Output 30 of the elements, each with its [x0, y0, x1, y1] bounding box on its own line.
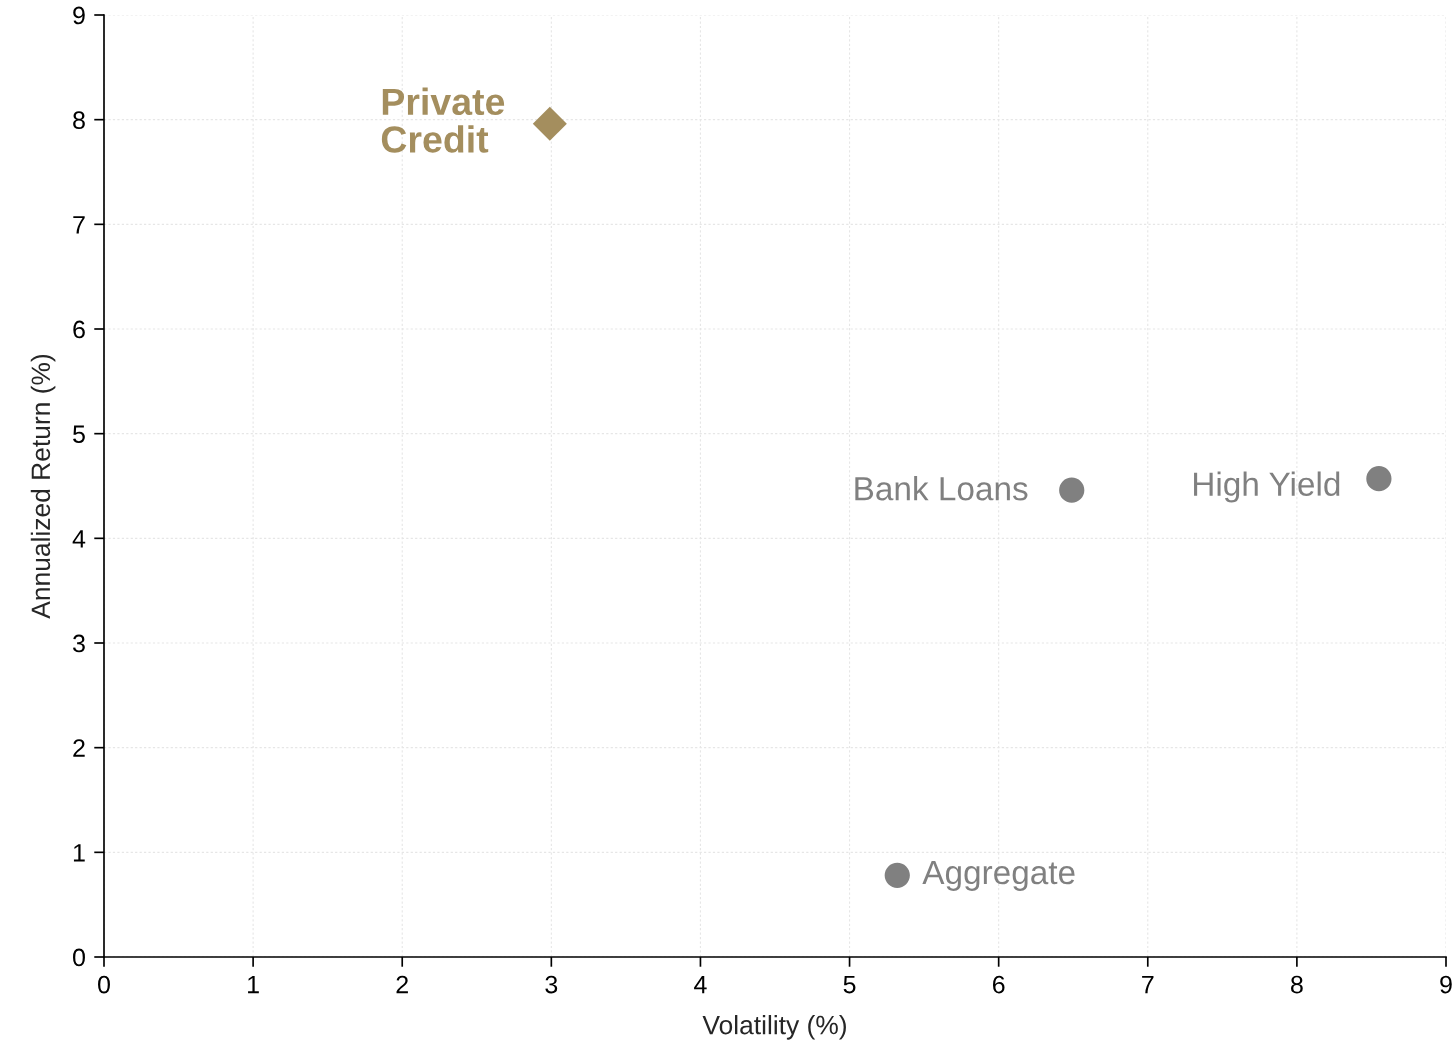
y-tick-label: 6 [73, 320, 85, 339]
y-tick-label: 9 [73, 6, 85, 25]
y-tick-label: 2 [73, 739, 85, 757]
point [532, 106, 567, 141]
y-tick-label: 8 [73, 111, 85, 129]
series-label: Aggregate [922, 861, 1075, 891]
x-tick-label: 0 [98, 975, 110, 994]
x-tick-label: 4 [694, 975, 707, 994]
x-tick-label: 1 [248, 975, 259, 994]
point [1366, 466, 1392, 492]
y-tick-label: 3 [73, 634, 85, 653]
y-tick-label: 1 [73, 844, 85, 862]
x-axis-title: Volatility (%) [702, 1015, 846, 1040]
x-tick-label: 8 [1291, 975, 1303, 994]
point [884, 862, 910, 888]
x-tick-label: 7 [1142, 975, 1154, 994]
series-label: Bank Loans [855, 476, 1028, 501]
point [1059, 477, 1085, 503]
x-tick-label: 6 [992, 975, 1005, 994]
y-tick-label: 4 [72, 530, 86, 548]
y-tick-label: 7 [73, 216, 85, 234]
y-tick-label: 0 [73, 948, 85, 967]
series-label: High Yield [1194, 471, 1340, 503]
x-tick-label: 2 [396, 975, 408, 994]
x-tick-label: 5 [843, 975, 856, 994]
series-label: Private Credit [381, 87, 505, 153]
y-tick-label: 5 [73, 425, 85, 443]
y-axis-title: Annualized Return (%) [30, 354, 56, 619]
x-tick-label: 3 [545, 975, 558, 994]
x-tick-label: 9 [1440, 975, 1452, 994]
